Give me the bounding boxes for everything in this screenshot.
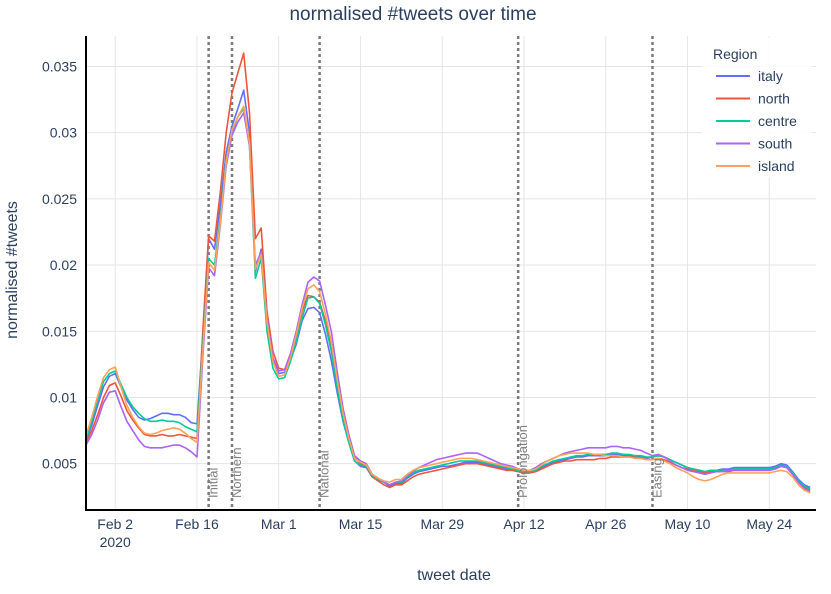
series-line-north xyxy=(85,52,811,491)
y-tick-labels: 0.005 0.01 0.015 0.02 0.025 0.03 0.035 xyxy=(42,58,77,471)
event-label: Prolongation xyxy=(515,425,530,498)
y-tick-label: 0.03 xyxy=(50,125,77,141)
event-annotations: Initial Northern National Prolongation Easin… xyxy=(206,425,665,498)
y-tick-label: 0.025 xyxy=(42,191,77,207)
x-tick-sublabel: 2020 xyxy=(100,534,131,550)
legend-label-italy: italy xyxy=(758,68,783,84)
y-tick-label: 0.005 xyxy=(42,456,77,472)
chart-title: normalised #tweets over time xyxy=(289,4,536,25)
legend-label-south: south xyxy=(758,136,792,152)
event-label: National xyxy=(317,450,332,498)
x-tick-label: Feb 2 xyxy=(97,516,133,532)
y-tick-label: 0.035 xyxy=(42,58,77,74)
x-tick-label: Feb 16 xyxy=(175,516,219,532)
event-label: Initial xyxy=(206,468,221,498)
event-label: Easing xyxy=(649,458,664,498)
x-tick-label: Apr 12 xyxy=(503,516,544,532)
x-tick-label: May 10 xyxy=(665,516,711,532)
y-axis-title: normalised #tweets xyxy=(4,201,21,339)
series-line-island xyxy=(85,105,811,494)
legend-label-island: island xyxy=(758,158,795,174)
event-label: Northern xyxy=(229,447,244,498)
y-tick-label: 0.01 xyxy=(50,389,77,405)
series-lines xyxy=(85,52,811,494)
legend-label-north: north xyxy=(758,91,790,107)
x-tick-label: May 24 xyxy=(746,516,792,532)
x-tick-label: Mar 29 xyxy=(420,516,464,532)
x-tick-label: Mar 15 xyxy=(339,516,383,532)
legend-box xyxy=(702,38,812,178)
x-tick-label: Mar 1 xyxy=(261,516,297,532)
y-tick-label: 0.015 xyxy=(42,323,77,339)
x-tick-label: Apr 26 xyxy=(585,516,626,532)
x-axis-title: tweet date xyxy=(417,567,491,584)
legend-title: Region xyxy=(713,46,757,62)
y-tick-label: 0.02 xyxy=(50,257,77,273)
x-tick-labels: Feb 2 2020 Feb 16 Mar 1 Mar 15 Mar 29 Apr 12 Ap… xyxy=(97,516,792,550)
legend: Region italy north centre south island xyxy=(702,38,812,178)
legend-label-centre: centre xyxy=(758,113,797,129)
